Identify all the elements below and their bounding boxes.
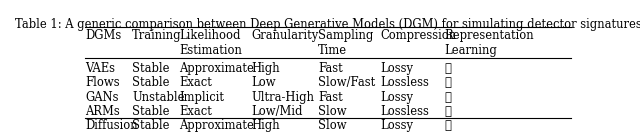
Text: Lossy: Lossy bbox=[380, 91, 413, 104]
Text: Diffusion: Diffusion bbox=[85, 119, 138, 132]
Text: Fast: Fast bbox=[318, 91, 343, 104]
Text: Lossy: Lossy bbox=[380, 119, 413, 132]
Text: Fast: Fast bbox=[318, 63, 343, 75]
Text: Low/Mid: Low/Mid bbox=[251, 104, 303, 118]
Text: Slow/Fast: Slow/Fast bbox=[318, 77, 375, 90]
Text: Compression: Compression bbox=[380, 29, 456, 42]
Text: ✓: ✓ bbox=[445, 91, 451, 104]
Text: Unstable: Unstable bbox=[132, 91, 184, 104]
Text: Exact: Exact bbox=[179, 77, 212, 90]
Text: GANs: GANs bbox=[85, 91, 118, 104]
Text: Slow: Slow bbox=[318, 119, 347, 132]
Text: ✓: ✓ bbox=[445, 119, 451, 132]
Text: High: High bbox=[251, 119, 280, 132]
Text: Stable: Stable bbox=[132, 104, 170, 118]
Text: Lossless: Lossless bbox=[380, 104, 429, 118]
Text: Likelihood
Estimation: Likelihood Estimation bbox=[179, 29, 242, 57]
Text: Flows: Flows bbox=[85, 77, 120, 90]
Text: Stable: Stable bbox=[132, 77, 170, 90]
Text: ARMs: ARMs bbox=[85, 104, 120, 118]
Text: Training: Training bbox=[132, 29, 182, 42]
Text: ✓: ✓ bbox=[445, 77, 451, 90]
Text: Granularity: Granularity bbox=[251, 29, 318, 42]
Text: Sampling
Time: Sampling Time bbox=[318, 29, 374, 57]
Text: Ultra-High: Ultra-High bbox=[251, 91, 314, 104]
Text: VAEs: VAEs bbox=[85, 63, 115, 75]
Text: High: High bbox=[251, 63, 280, 75]
Text: Table 1: A generic comparison between Deep Generative Models (DGM) for simulatin: Table 1: A generic comparison between De… bbox=[15, 18, 640, 31]
Text: Representation
Learning: Representation Learning bbox=[445, 29, 534, 57]
Text: Approximate: Approximate bbox=[179, 63, 254, 75]
Text: Exact: Exact bbox=[179, 104, 212, 118]
Text: Slow: Slow bbox=[318, 104, 347, 118]
Text: Stable: Stable bbox=[132, 63, 170, 75]
Text: Lossless: Lossless bbox=[380, 77, 429, 90]
Text: Lossy: Lossy bbox=[380, 63, 413, 75]
Text: ✓: ✓ bbox=[445, 63, 451, 75]
Text: Low: Low bbox=[251, 77, 276, 90]
Text: Approximate: Approximate bbox=[179, 119, 254, 132]
Text: Stable: Stable bbox=[132, 119, 170, 132]
Text: DGMs: DGMs bbox=[85, 29, 121, 42]
Text: Implicit: Implicit bbox=[179, 91, 224, 104]
Text: ✗: ✗ bbox=[445, 104, 451, 118]
